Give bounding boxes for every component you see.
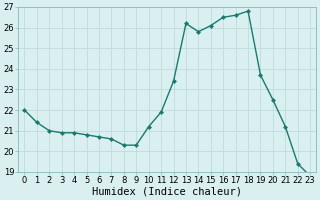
X-axis label: Humidex (Indice chaleur): Humidex (Indice chaleur) [92,187,242,197]
